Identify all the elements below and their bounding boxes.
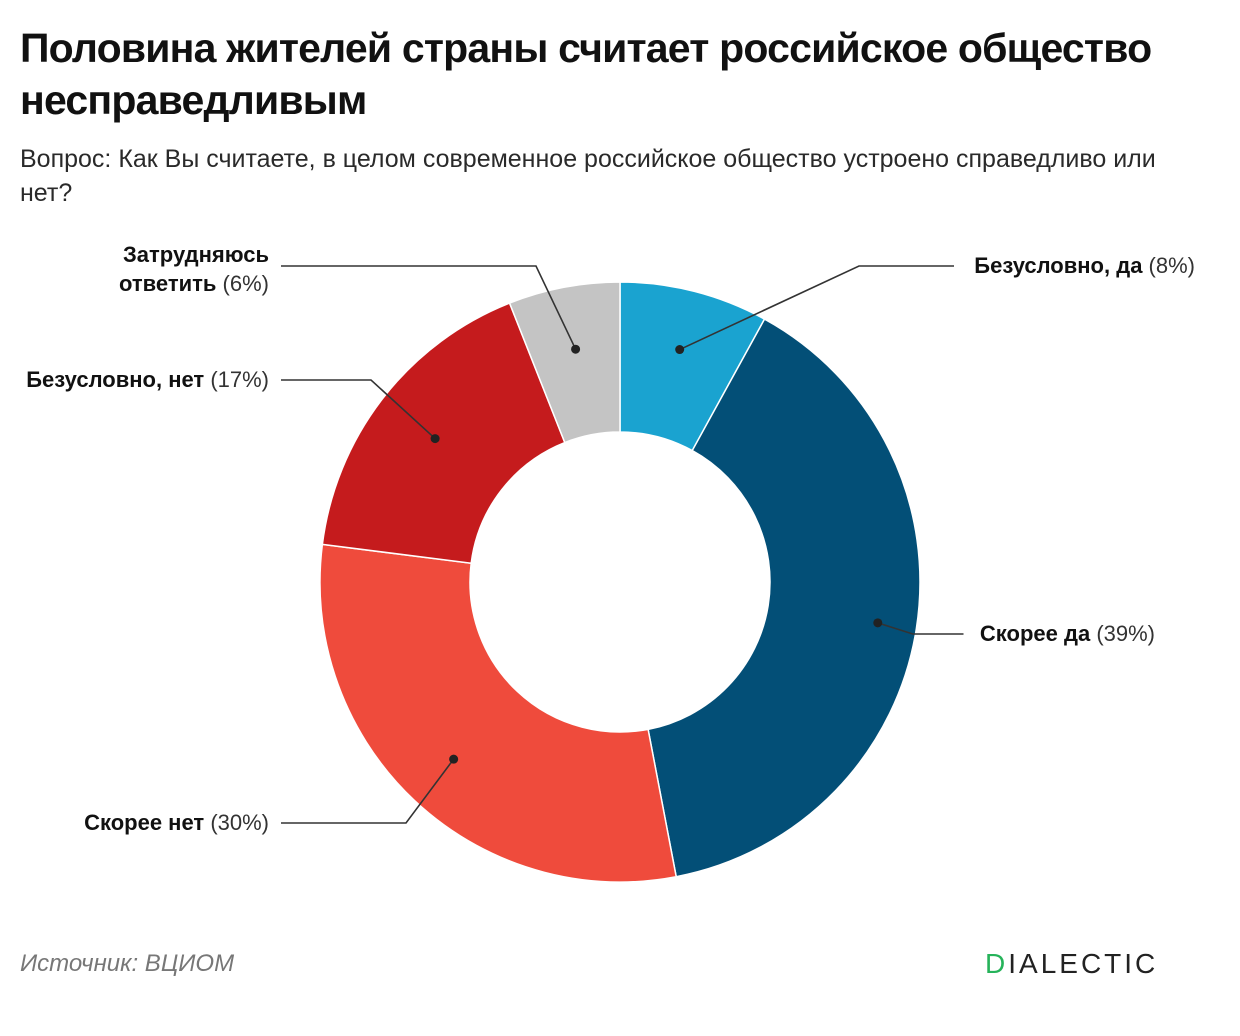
- source-note: Источник: ВЦИОМ: [20, 950, 235, 977]
- donut-labels: Безусловно, да (8%) Скорее да (39%) Скорее…: [26, 242, 1195, 835]
- donut-slices: [319, 281, 921, 883]
- leader-dot-1: [675, 345, 685, 355]
- logo-text: IALECTIC: [1008, 948, 1159, 979]
- chart-title: Половина жителей страны считает российск…: [20, 25, 1152, 123]
- donut-slice-5: [508, 281, 621, 444]
- leader-dot-5: [571, 344, 581, 354]
- leader-line-1: [679, 265, 954, 351]
- leader-dot-2: [873, 618, 883, 628]
- donut-slice-4: [321, 302, 566, 565]
- leader-dot-4: [430, 434, 440, 444]
- slice-label-3: Скорее нет (30%): [84, 810, 269, 835]
- leader-dot-3: [449, 754, 459, 764]
- slice-label-4: Безусловно, нет (17%): [26, 367, 269, 392]
- donut-slice-2: [647, 318, 921, 878]
- slice-label-5: Затрудняюсь: [123, 242, 269, 267]
- logo-accent-letter: D: [985, 948, 1009, 979]
- slice-label-5-line2: ответить (6%): [119, 271, 269, 296]
- slice-label-2: Скорее да (39%): [980, 621, 1155, 646]
- leader-line-3: [281, 758, 455, 824]
- leader-line-2: [877, 622, 964, 635]
- slice-label-1: Безусловно, да (8%): [974, 253, 1195, 278]
- leader-line-4: [281, 379, 436, 440]
- leader-line-5: [281, 265, 577, 350]
- dialectic-logo: DIALECTIC: [985, 948, 1158, 980]
- donut-slice-3: [319, 543, 678, 883]
- chart-subtitle: Вопрос: Как Вы считаете, в целом совреме…: [20, 145, 1156, 207]
